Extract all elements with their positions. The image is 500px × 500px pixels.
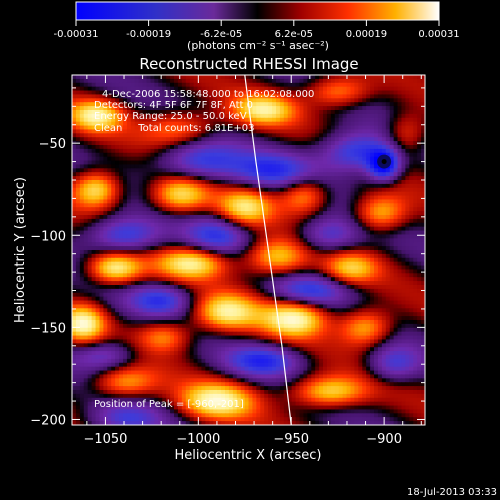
- colorbar-tick-label: -6.2e-05: [200, 29, 242, 40]
- peak-marker: [377, 154, 392, 169]
- colorbar-units: (photons cm⁻² s⁻¹ asec⁻²): [187, 39, 329, 52]
- y-tick-label: −150: [30, 321, 66, 336]
- heatmap-image: [72, 75, 425, 425]
- colorbar-tick-label: 0.00019: [346, 29, 387, 40]
- y-axis-label: Heliocentric Y (arcsec): [13, 177, 28, 323]
- plot-area: 4-Dec-2006 15:58:48.000 to 16:02:08.000 …: [71, 74, 426, 426]
- x-axis: −1050 −1000 −950 −900: [83, 75, 422, 447]
- x-tick-label: −1000: [176, 432, 220, 447]
- annotation-energy: Energy Range: 25.0 - 50.0 keV: [94, 111, 247, 122]
- annotation-detectors: Detectors: 4F 5F 6F 7F 8F, Att 0: [94, 100, 253, 111]
- x-tick-label: −950: [273, 432, 309, 447]
- y-axis: −50 −100 −150 −200: [30, 87, 425, 428]
- chart-title: Reconstructed RHESSI Image: [139, 55, 358, 73]
- solar-limb-line: [244, 75, 292, 425]
- colorbar-tick-label: -0.00019: [126, 29, 171, 40]
- footer-date: 18-Jul-2013 03:33: [407, 487, 497, 498]
- plot-frame: [71, 74, 426, 426]
- annotation-peak: Position of Peak = [-960,-201]: [94, 399, 244, 410]
- y-tick-label: −100: [30, 229, 66, 244]
- x-tick-label: −900: [366, 432, 402, 447]
- annotation-time-range: 4-Dec-2006 15:58:48.000 to 16:02:08.000: [102, 89, 314, 100]
- x-tick-label: −1050: [83, 432, 127, 447]
- colorbar-tick-label: -0.00031: [54, 29, 99, 40]
- x-axis-label: Heliocentric X (arcsec): [175, 448, 322, 463]
- colorbar-tick-label: 0.00031: [418, 29, 459, 40]
- colorbar-gradient: [75, 1, 440, 21]
- colorbar-tick-label: 6.2e-05: [275, 29, 313, 40]
- y-tick-label: −50: [39, 137, 66, 152]
- annotation-clean: Clean Total counts: 6.81E+03: [94, 123, 254, 134]
- colorbar: -0.00031 -0.00019 -6.2e-05 6.2e-05 0.00019 0.…: [54, 1, 460, 52]
- y-tick-label: −200: [30, 413, 66, 428]
